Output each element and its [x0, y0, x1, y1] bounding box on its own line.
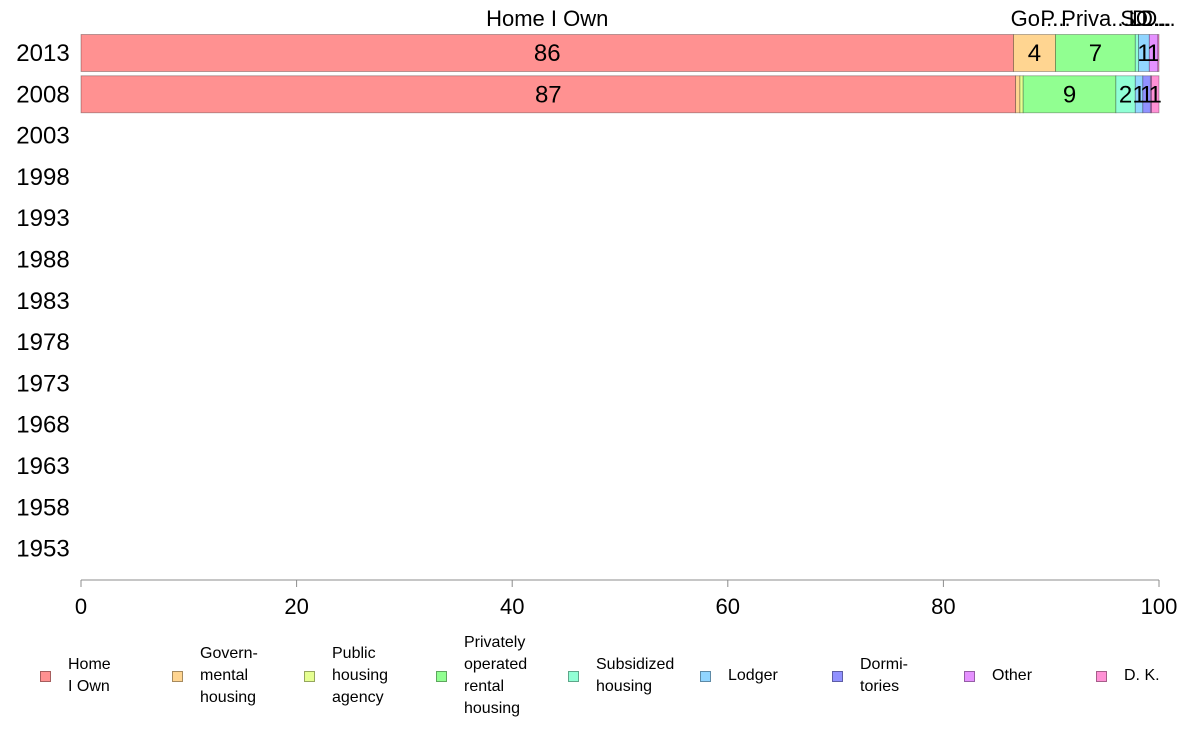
data-label-subsidized-housing-2008: 2 — [1119, 81, 1132, 108]
top-label-public-housing-agency: P... — [1040, 6, 1070, 31]
bar-segment-privately-operated-rental-housing-2008 — [1022, 75, 1117, 114]
legend-label-lodger: Lodger — [728, 667, 778, 684]
legend-item-dormitories: Dormi- tories — [832, 626, 908, 726]
stacked-bar-chart: Home I Own Go...P...Priva...S...L...D...O… — [16, 6, 1178, 619]
data-label-home-i-own-2008: 87 — [535, 81, 562, 108]
legend-swatch-other — [964, 670, 975, 682]
top-label-subsidized-housing: S... — [1120, 6, 1153, 31]
top-label-d-k: D... — [1141, 6, 1175, 31]
bar-segment-home-i-own-2008 — [80, 75, 1017, 114]
x-tick-label-40: 40 — [500, 594, 524, 619]
data-label-governmental-housing-2013: 4 — [1028, 40, 1041, 67]
data-label-privately-operated-rental-housing-2013: 7 — [1089, 40, 1102, 67]
bar-segment-governmental-housing-2013 — [1013, 34, 1056, 72]
data-label-privately-operated-rental-housing-2008: 9 — [1063, 81, 1076, 108]
data-label-d-k-2008: 1 — [1149, 81, 1162, 108]
year-label-2008: 2008 — [16, 81, 69, 108]
legend-item-public-housing-agency: Public housing agency — [304, 626, 388, 726]
legend-swatch-d-k — [1096, 670, 1107, 682]
legend-item-d-k: D. K. — [1096, 626, 1160, 726]
legend-swatch-privately-operated-rental-housing — [436, 670, 447, 682]
legend-swatch-lodger — [700, 670, 711, 682]
year-label-1953: 1953 — [16, 536, 69, 563]
bar-segment-public-housing-agency-2008 — [1019, 75, 1024, 114]
data-label-lodger-2013: 1 — [1137, 40, 1150, 67]
legend-label-governmental-housing: Govern- mental housing — [200, 645, 258, 706]
legend-swatch-subsidized-housing — [568, 670, 579, 682]
legend-item-privately-operated-rental-housing: Privately operated rental housing — [436, 626, 527, 726]
x-tick-label-80: 80 — [931, 594, 955, 619]
year-label-2003: 2003 — [16, 123, 69, 150]
year-label-1958: 1958 — [16, 494, 69, 521]
top-label-lodger: L... — [1129, 6, 1160, 31]
data-label-home-i-own-2013: 86 — [534, 40, 561, 67]
legend-label-other: Other — [992, 667, 1033, 684]
x-tick-label-20: 20 — [284, 594, 308, 619]
legend-swatch-home-i-own — [40, 670, 51, 682]
top-label-privately-operated-rental-housing: Priva... — [1061, 6, 1129, 31]
legend-label-dormitories: Dormi- tories — [860, 656, 908, 695]
year-label-1973: 1973 — [16, 370, 69, 397]
year-label-1988: 1988 — [16, 247, 69, 274]
data-label-lodger-2008: 1 — [1132, 81, 1145, 108]
legend-item-home-i-own: Home I Own — [40, 626, 111, 726]
top-label-home-i-own: Home I Own — [486, 6, 608, 31]
year-labels: 2013 2008 2003 1998 1993 1988 1983 1978 1973 1968… — [16, 40, 69, 563]
year-label-2013: 2013 — [16, 40, 69, 67]
year-label-1978: 1978 — [16, 329, 69, 356]
year-label-1998: 1998 — [16, 164, 69, 191]
series-top-labels: Home I Own Go...P...Priva...S...L...D...O… — [486, 6, 1175, 31]
legend-label-privately-operated-rental-housing: Privately operated rental housing — [464, 634, 528, 717]
data-label-dormitories-2008: 1 — [1140, 81, 1153, 108]
legend-label-subsidized-housing: Subsidized housing — [596, 656, 675, 695]
legend-label-d-k: D. K. — [1124, 667, 1160, 684]
legend-label-home-i-own: Home I Own — [68, 656, 111, 695]
legend-item-other: Other — [964, 626, 1032, 726]
year-label-1968: 1968 — [16, 412, 69, 439]
top-label-other: O... — [1136, 6, 1171, 31]
bar-segment-d-k-2013 — [1157, 34, 1160, 72]
legend-swatch-dormitories — [832, 670, 843, 682]
x-tick-label-0: 0 — [75, 594, 87, 619]
top-label-governmental-housing: Go... — [1011, 6, 1059, 31]
bar-segment-home-i-own-2013 — [80, 34, 1014, 72]
top-label-dormitories: D... — [1132, 6, 1166, 31]
bar-segment-d-k-2008 — [1151, 75, 1160, 114]
legend-item-subsidized-housing: Subsidized housing — [568, 626, 674, 726]
legend-item-governmental-housing: Govern- mental housing — [172, 626, 258, 726]
year-label-1963: 1963 — [16, 453, 69, 480]
data-label-other-2013: 1 — [1147, 40, 1160, 67]
legend-swatch-public-housing-agency — [304, 670, 315, 682]
x-tick-label-100: 100 — [1141, 594, 1178, 619]
year-label-1993: 1993 — [16, 205, 69, 232]
bar-segment-privately-operated-rental-housing-2013 — [1055, 34, 1136, 72]
x-tick-label-60: 60 — [716, 594, 740, 619]
legend-label-public-housing-agency: Public housing agency — [332, 645, 389, 706]
legend-item-lodger: Lodger — [700, 626, 778, 726]
x-axis: 0 20 40 60 80 100 — [75, 579, 1178, 619]
bar-segment-governmental-housing-2008 — [1015, 75, 1021, 114]
legend-swatch-governmental-housing — [172, 670, 183, 682]
year-label-1983: 1983 — [16, 288, 69, 315]
legend: Home I Own Govern- mental housing Public h… — [0, 626, 1188, 726]
